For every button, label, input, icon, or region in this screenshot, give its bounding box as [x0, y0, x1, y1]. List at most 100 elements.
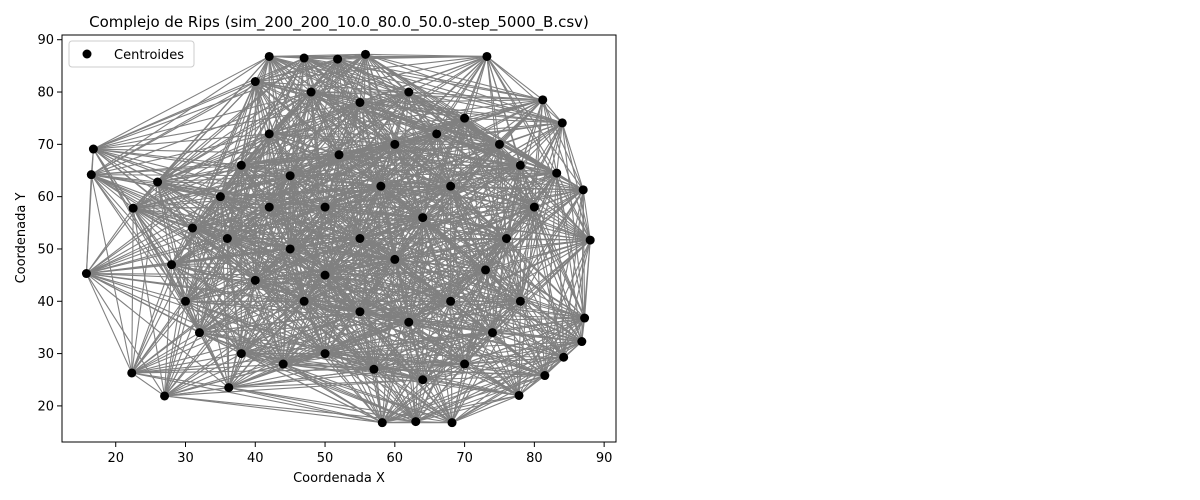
edge-line — [359, 238, 410, 323]
edge-line — [408, 55, 488, 93]
edge-line — [132, 207, 172, 265]
edge-line — [394, 144, 486, 271]
edge-line — [450, 185, 535, 208]
edge-line — [408, 91, 563, 124]
edge-line — [324, 274, 375, 370]
edge-line — [289, 248, 375, 370]
edge-line — [506, 238, 583, 342]
edge-line — [422, 301, 452, 380]
legend-entry-centroides: Centroides — [114, 48, 184, 63]
centroid-point — [432, 129, 442, 139]
edge-line — [268, 154, 340, 208]
edge-line — [542, 99, 563, 124]
edge-line — [505, 238, 546, 376]
centroid-point — [377, 418, 387, 428]
edge-line — [380, 185, 452, 302]
edge-line — [491, 238, 507, 333]
centroid-point — [250, 275, 260, 285]
edge-line — [303, 274, 326, 302]
edge-line — [451, 332, 494, 423]
edge-line — [359, 311, 375, 370]
centroid-point — [580, 313, 590, 323]
edge-line — [255, 53, 366, 83]
edge-line — [220, 196, 451, 302]
edge-line — [171, 264, 305, 302]
edge-line — [240, 300, 305, 355]
edge-line — [269, 101, 361, 135]
edge-line — [199, 274, 326, 334]
y-tick-label: 60 — [37, 190, 54, 205]
edge-line — [533, 207, 546, 376]
edge-line — [85, 273, 133, 374]
centroid-point — [306, 87, 316, 97]
edge-line — [171, 238, 228, 266]
centroid-point — [320, 349, 330, 359]
edge-line — [91, 55, 270, 176]
edge-line — [164, 264, 173, 396]
edge-line — [518, 375, 546, 396]
edge-line — [408, 186, 452, 323]
chart-title: Complejo de Rips (sim_200_200_10.0_80.0_… — [89, 13, 589, 32]
edge-line — [519, 165, 535, 208]
centroid-point — [585, 235, 595, 245]
centroid-point — [264, 129, 274, 139]
edge-line — [450, 185, 521, 302]
edge-line — [184, 196, 221, 302]
edge-line — [269, 117, 465, 135]
x-tick-label: 60 — [387, 451, 404, 466]
centroid-point — [222, 234, 232, 243]
centroid-point — [515, 296, 525, 306]
edge-line — [464, 269, 487, 365]
edge-line — [324, 274, 361, 313]
edge-line — [542, 99, 591, 241]
y-tick-label: 50 — [37, 242, 54, 257]
edge-line — [324, 185, 451, 276]
edge-line — [157, 164, 242, 183]
centroid-point — [482, 51, 492, 61]
edge-line — [86, 133, 270, 274]
edge-line — [381, 269, 486, 423]
x-axis: 20 30 40 50 60 70 80 90 — [107, 442, 612, 466]
points-layer — [81, 49, 595, 428]
edge-line — [408, 91, 465, 119]
legend-box — [68, 40, 195, 68]
edge-line — [132, 91, 312, 209]
edge-line — [464, 117, 521, 166]
edge-line — [408, 300, 451, 323]
edge-line — [436, 133, 500, 145]
edge-line — [227, 185, 451, 240]
edge-line — [451, 394, 520, 424]
centroid-point — [488, 328, 498, 338]
centroid-point — [404, 87, 414, 97]
edge-line — [581, 240, 591, 342]
edge-line — [157, 175, 291, 183]
edge-line — [241, 300, 451, 355]
edge-line — [219, 196, 228, 239]
edge-line — [199, 321, 409, 334]
edge-line — [220, 154, 340, 198]
edge-line — [380, 186, 410, 323]
edge-line — [91, 174, 270, 208]
y-axis: 20 30 40 50 60 70 80 90 — [37, 33, 62, 414]
edge-line — [131, 264, 173, 374]
edge-line — [394, 133, 437, 145]
edge-line — [91, 174, 291, 250]
centroid-point — [285, 244, 295, 254]
edge-line — [93, 55, 270, 150]
edge-line — [542, 99, 558, 174]
edge-line — [373, 300, 452, 370]
edge-line — [359, 102, 396, 145]
edge-line — [269, 185, 451, 208]
edge-line — [93, 91, 312, 150]
edge-line — [254, 280, 284, 365]
edge-line — [254, 207, 270, 281]
centroid-point — [361, 49, 371, 59]
edge-line — [93, 133, 270, 150]
edge-line — [561, 122, 584, 191]
centroid-point — [167, 260, 177, 270]
edge-line — [359, 217, 424, 313]
edge-line — [171, 264, 187, 302]
edge-line — [171, 227, 193, 265]
edge-line — [131, 227, 193, 374]
edge-line — [544, 317, 586, 376]
